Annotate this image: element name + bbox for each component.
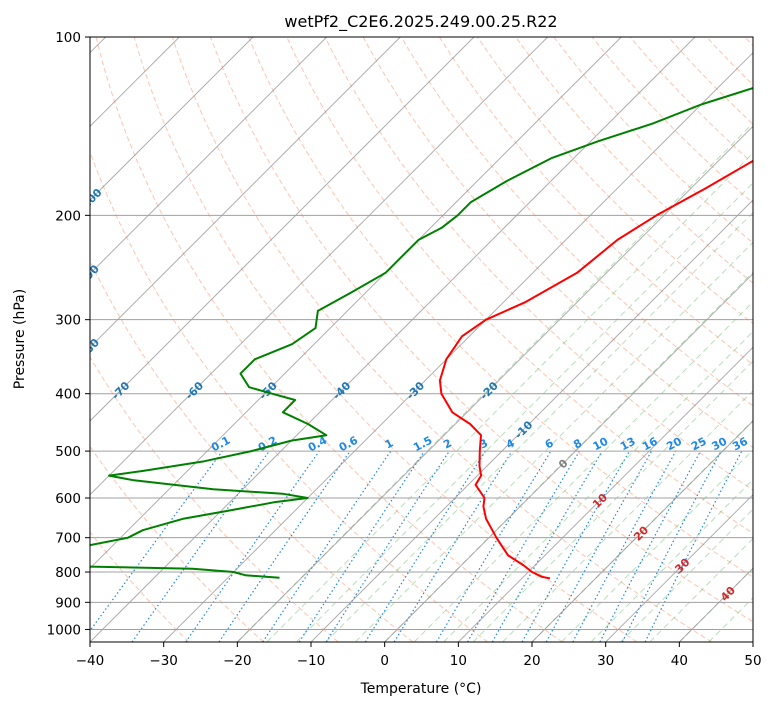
- y-tick-label: 500: [55, 444, 81, 460]
- dry-adiabat-line: [171, 37, 712, 642]
- dry-adiabat-line: [133, 37, 638, 642]
- y-tick-label: 1000: [47, 622, 81, 638]
- mixing-ratio-line: [644, 450, 743, 642]
- dry-adiabat-line: [248, 37, 753, 578]
- x-tick-label: 30: [597, 653, 614, 669]
- mixing-ratio-line: [218, 450, 351, 642]
- isotherm-line: [605, 493, 753, 642]
- background-line-labels: 0.1 0.2 0.4 0.6 1 1.5 2 3 4 6 8 10 13 16 20 25 30 36-100-…: [90, 186, 750, 604]
- mixing-ratio-line: [262, 450, 392, 642]
- y-axis-label: Pressure (hPa): [12, 289, 28, 389]
- y-tick-label: 800: [55, 565, 81, 581]
- mixing-ratio-label: 16: [640, 435, 660, 454]
- mixing-ratio-label: 13: [618, 435, 638, 454]
- x-tick-label: 20: [523, 653, 540, 669]
- chart-title: wetPf2_C2E6.2025.249.00.25.R22: [284, 12, 557, 32]
- y-tick-label: 900: [55, 595, 81, 611]
- isotherm-line: [457, 346, 753, 642]
- dewpoint-line: [90, 86, 753, 579]
- isotherm-line: [90, 37, 328, 275]
- dry-adiabat-line: [90, 531, 190, 642]
- mixing-ratio-line: [545, 450, 653, 642]
- sounding-profiles: [90, 86, 753, 580]
- plot-frame: [89, 36, 754, 643]
- temperature-line: [438, 159, 753, 580]
- isotherm-line: [90, 37, 549, 496]
- y-axis: 100 200 300 400 500 600 700 800 900 1000: [47, 30, 90, 638]
- mixing-ratio-label: 20: [664, 434, 684, 453]
- y-tick-label: 600: [55, 491, 81, 507]
- x-tick-label: 40: [671, 653, 688, 669]
- mixing-ratio-label: 10: [591, 434, 611, 453]
- isotherm-line: [90, 37, 401, 349]
- background-lines: [90, 37, 753, 642]
- dry-adiabat-line: [400, 37, 753, 407]
- x-tick-label: 50: [744, 653, 761, 669]
- x-tick-label: −40: [76, 653, 105, 669]
- dry-adiabat-line: [324, 37, 753, 491]
- mixing-ratio-line: [325, 450, 450, 642]
- isotherm-line: [90, 37, 254, 201]
- isotherm-line: [90, 37, 475, 422]
- mixing-ratio-line: [572, 450, 677, 642]
- y-tick-label: 700: [55, 531, 81, 547]
- mixing-ratio-line: [521, 450, 631, 642]
- mixing-ratio-line: [393, 450, 513, 642]
- dry-adiabat-line: [210, 37, 753, 623]
- isotherm-line: [90, 37, 622, 570]
- x-tick-label: −20: [223, 653, 252, 669]
- y-tick-label: 200: [55, 208, 81, 224]
- x-tick-label: 10: [450, 653, 467, 669]
- y-tick-label: 100: [55, 30, 81, 46]
- x-tick-label: −30: [149, 653, 178, 669]
- isotherm-line: [90, 37, 696, 642]
- x-tick-label: −10: [297, 653, 326, 669]
- isotherm-line: [531, 420, 753, 642]
- isotherm-line: [384, 272, 753, 642]
- y-tick-label: 400: [55, 387, 81, 403]
- mixing-ratio-line: [131, 450, 270, 642]
- isotherm-line: [236, 125, 753, 642]
- y-tick-label: 300: [55, 313, 81, 329]
- mixing-ratio-line: [90, 450, 223, 632]
- isotherm-line: [163, 51, 753, 642]
- mixing-ratio-line: [298, 450, 425, 642]
- x-tick-label: 0: [380, 653, 389, 669]
- dry-adiabat-line: [90, 356, 339, 642]
- x-axis: −40 −30 −20 −10 0 10 20 30 40 50: [76, 642, 762, 669]
- mixing-ratio-label: 30: [710, 435, 730, 454]
- mixing-ratio-label: 25: [689, 435, 709, 454]
- dry-adiabat-line: [95, 37, 563, 642]
- mixing-ratio-line: [185, 450, 320, 642]
- dry-adiabat-line: [90, 150, 488, 642]
- dry-adiabat-line: [515, 37, 753, 284]
- dry-adiabat-line: [438, 37, 753, 366]
- dry-adiabat-line: [90, 445, 264, 642]
- x-axis-label: Temperature (°C): [360, 681, 482, 697]
- isotherm-line: [310, 199, 753, 642]
- mixing-ratio-label: 36: [730, 435, 750, 454]
